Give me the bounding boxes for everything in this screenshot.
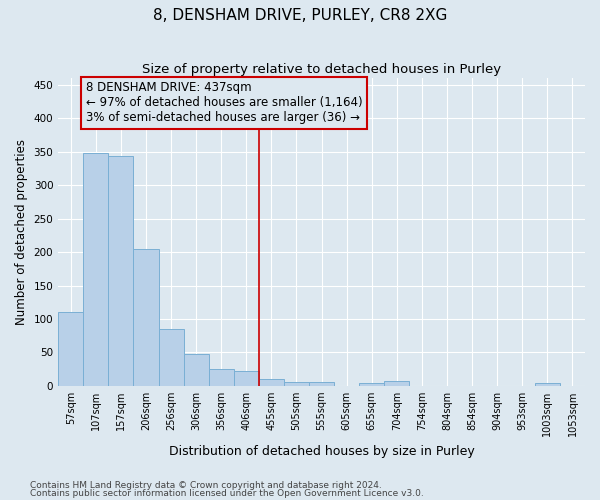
- Bar: [359, 382, 385, 386]
- Text: Contains public sector information licensed under the Open Government Licence v3: Contains public sector information licen…: [30, 489, 424, 498]
- X-axis label: Distribution of detached houses by size in Purley: Distribution of detached houses by size …: [169, 444, 475, 458]
- Bar: [133, 250, 158, 386]
- Bar: [385, 380, 409, 386]
- Bar: [284, 382, 309, 386]
- Text: Contains HM Land Registry data © Crown copyright and database right 2024.: Contains HM Land Registry data © Crown c…: [30, 480, 382, 490]
- Title: Size of property relative to detached houses in Purley: Size of property relative to detached ho…: [142, 62, 501, 76]
- Bar: [184, 354, 209, 386]
- Text: 8, DENSHAM DRIVE, PURLEY, CR8 2XG: 8, DENSHAM DRIVE, PURLEY, CR8 2XG: [153, 8, 447, 22]
- Bar: [109, 156, 133, 386]
- Bar: [234, 371, 259, 386]
- Bar: [259, 378, 284, 386]
- Bar: [58, 312, 83, 386]
- Bar: [158, 329, 184, 386]
- Bar: [535, 384, 560, 386]
- Bar: [83, 153, 109, 386]
- Bar: [209, 369, 234, 386]
- Y-axis label: Number of detached properties: Number of detached properties: [15, 139, 28, 325]
- Bar: [309, 382, 334, 386]
- Text: 8 DENSHAM DRIVE: 437sqm
← 97% of detached houses are smaller (1,164)
3% of semi-: 8 DENSHAM DRIVE: 437sqm ← 97% of detache…: [86, 82, 362, 124]
